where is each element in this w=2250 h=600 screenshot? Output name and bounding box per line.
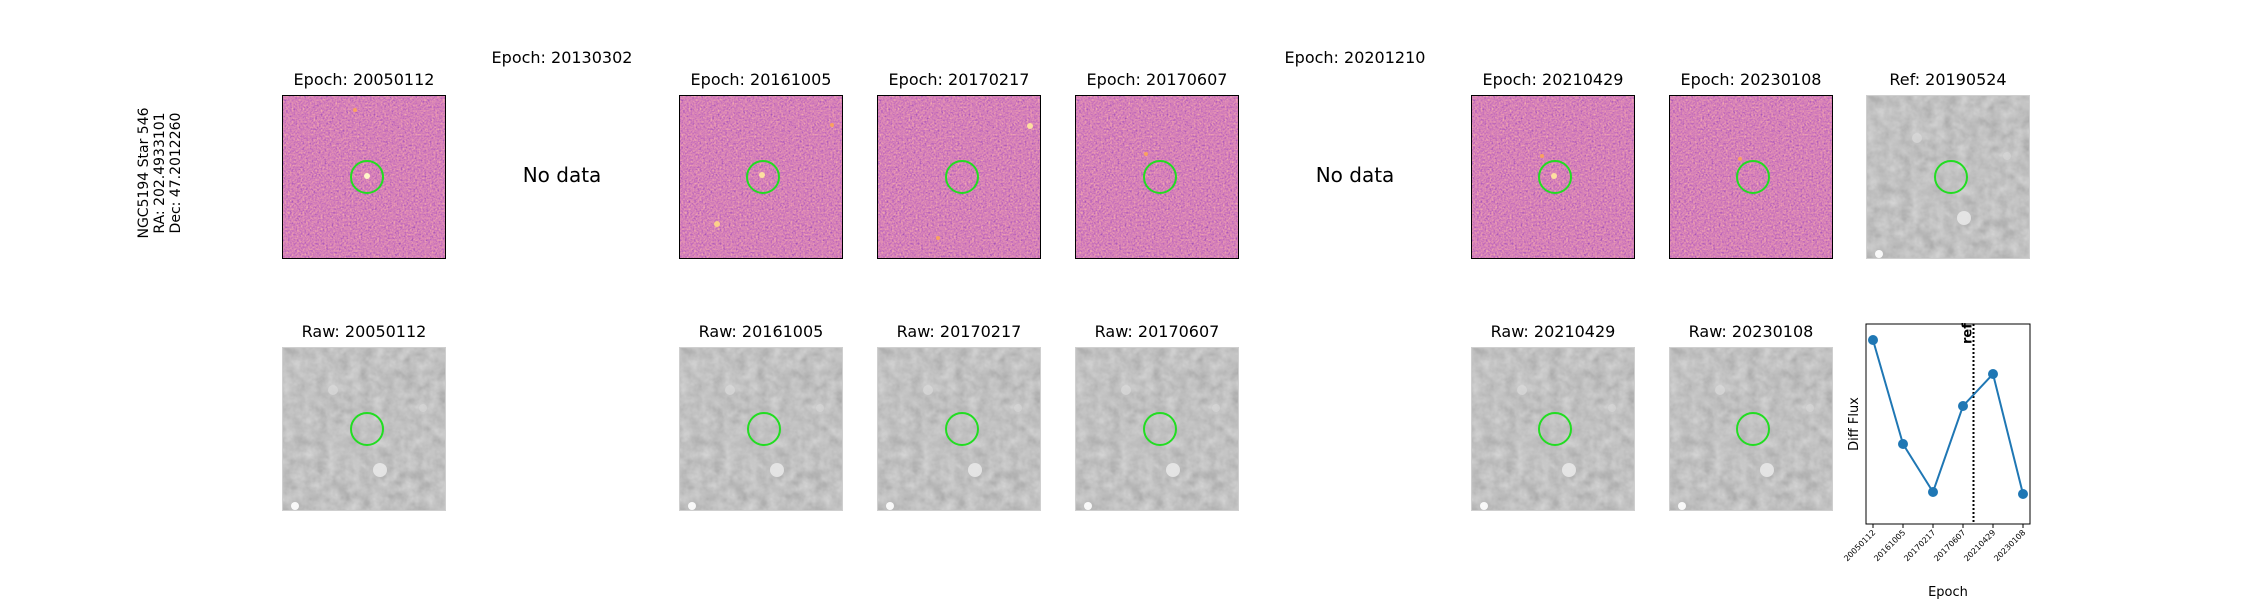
- diff-title-20201210: Epoch: 20201210: [1284, 48, 1426, 67]
- raw-image-20230108: [1669, 347, 1833, 511]
- ref-title: Ref: 20190524: [1889, 70, 2007, 89]
- diff-title-20050112: Epoch: 20050112: [293, 70, 435, 89]
- diff-image-20161005: [679, 95, 843, 259]
- raw-title-20170217: Raw: 20170217: [896, 322, 1022, 341]
- x-tick-label-20230108: 20230108: [1992, 528, 2027, 563]
- aperture-circle: [1538, 160, 1572, 194]
- diff-image-20050112: [282, 95, 446, 259]
- aperture-circle: [945, 412, 979, 446]
- row-label: NGC5194 Star 546 RA: 202.4933101 Dec: 47…: [136, 93, 184, 253]
- no-data-20130302: No data: [522, 163, 602, 187]
- diff-title-20161005: Epoch: 20161005: [690, 70, 832, 89]
- raw-image-20170217: [877, 347, 1041, 511]
- raw-title-20230108: Raw: 20230108: [1688, 322, 1814, 341]
- diff-title-20230108: Epoch: 20230108: [1680, 70, 1822, 89]
- diff-title-20170217: Epoch: 20170217: [888, 70, 1030, 89]
- diff-title-20130302: Epoch: 20130302: [491, 48, 633, 67]
- data-point-20170607: [1958, 401, 1968, 411]
- data-point-20161005: [1898, 439, 1908, 449]
- raw-image-20050112: [282, 347, 446, 511]
- no-data-20201210: No data: [1315, 163, 1395, 187]
- plot-frame: [1865, 323, 2031, 525]
- aperture-circle: [1143, 412, 1177, 446]
- aperture-circle: [1538, 412, 1572, 446]
- row-label-dec: Dec: 47.2012260: [168, 112, 184, 234]
- aperture-circle: [746, 160, 780, 194]
- aperture-circle: [1143, 160, 1177, 194]
- raw-title-20170607: Raw: 20170607: [1094, 322, 1220, 341]
- diff-image-20170607: [1075, 95, 1239, 259]
- data-point-20210429: [1988, 369, 1998, 379]
- aperture-circle: [747, 412, 781, 446]
- y-axis-label: Diff Flux: [1847, 397, 1862, 451]
- raw-image-20210429: [1471, 347, 1635, 511]
- raw-title-20210429: Raw: 20210429: [1490, 322, 1616, 341]
- aperture-circle: [945, 160, 979, 194]
- x-axis-label: Epoch: [1928, 585, 1968, 600]
- series-line: [1872, 339, 2024, 495]
- raw-title-20161005: Raw: 20161005: [698, 322, 824, 341]
- diff-title-20210429: Epoch: 20210429: [1482, 70, 1624, 89]
- aperture-circle: [350, 412, 384, 446]
- aperture-circle: [1736, 412, 1770, 446]
- reference-label: ref: [1961, 323, 1976, 344]
- ref-image: [1866, 95, 2030, 259]
- data-point-20230108: [2018, 489, 2028, 499]
- raw-image-20170607: [1075, 347, 1239, 511]
- row-label-ra: RA: 202.4933101: [152, 112, 168, 234]
- diff-image-20170217: [877, 95, 1041, 259]
- raw-image-20161005: [679, 347, 843, 511]
- diff-title-20170607: Epoch: 20170607: [1086, 70, 1228, 89]
- aperture-circle: [1736, 160, 1770, 194]
- diff-image-20210429: [1471, 95, 1635, 259]
- row-label-target: NGC5194 Star 546: [136, 107, 152, 239]
- diff-image-20230108: [1669, 95, 1833, 259]
- aperture-circle: [350, 160, 384, 194]
- light-curve-chart: ref2005011220161005201702172017060720210…: [1842, 323, 2031, 600]
- aperture-circle: [1934, 160, 1968, 194]
- raw-title-20050112: Raw: 20050112: [301, 322, 427, 341]
- data-point-20050112: [1868, 335, 1878, 345]
- data-point-20170217: [1928, 487, 1938, 497]
